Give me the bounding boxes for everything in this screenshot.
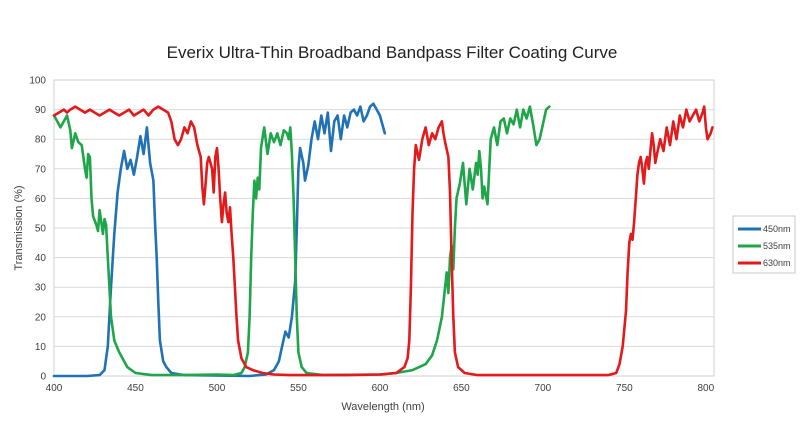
x-tick-label: 500: [209, 383, 226, 394]
legend-label: 450nm: [763, 224, 791, 234]
x-axis-label: Wavelength (nm): [341, 401, 424, 413]
y-tick-labels: 0 10 20 30 40 50 60 70 80 90 100: [29, 76, 46, 383]
x-tick-label: 450: [127, 383, 144, 394]
y-tick-label: 40: [35, 253, 47, 264]
plot-area: [53, 79, 715, 377]
x-tick-label: 800: [698, 383, 715, 394]
chart-title: Everix Ultra-Thin Broadband Bandpass Fil…: [167, 43, 618, 62]
series-line-450nm: [52, 102, 387, 378]
y-tick-label: 10: [35, 342, 47, 353]
y-axis-label: Transmission (%): [13, 185, 25, 270]
y-tick-label: 100: [29, 76, 46, 87]
series-line-535nm: [52, 105, 551, 377]
y-tick-label: 70: [35, 164, 47, 175]
x-tick-label: 550: [290, 383, 307, 394]
x-tick-labels: 400 450 500 550 600 650 700 750 800: [46, 383, 715, 394]
series-line-630nm: [52, 105, 714, 377]
x-tick-label: 700: [535, 383, 552, 394]
legend-label: 630nm: [763, 258, 791, 268]
x-tick-label: 600: [372, 383, 389, 394]
y-tick-label: 20: [35, 312, 47, 323]
legend: 450nm 535nm 630nm: [732, 215, 796, 274]
legend-items: 450nm 535nm 630nm: [738, 224, 791, 268]
y-tick-label: 50: [35, 224, 47, 235]
y-tick-label: 30: [35, 283, 47, 294]
y-tick-label: 0: [40, 372, 46, 383]
x-tick-label: 400: [46, 383, 63, 394]
y-tick-label: 80: [35, 135, 47, 146]
legend-label: 535nm: [763, 241, 791, 251]
y-tick-label: 90: [35, 105, 47, 116]
x-tick-label: 650: [453, 383, 470, 394]
x-tick-label: 750: [616, 383, 633, 394]
y-tick-label: 60: [35, 194, 47, 205]
grid-lines: [54, 79, 714, 377]
series-lines: [52, 102, 714, 378]
